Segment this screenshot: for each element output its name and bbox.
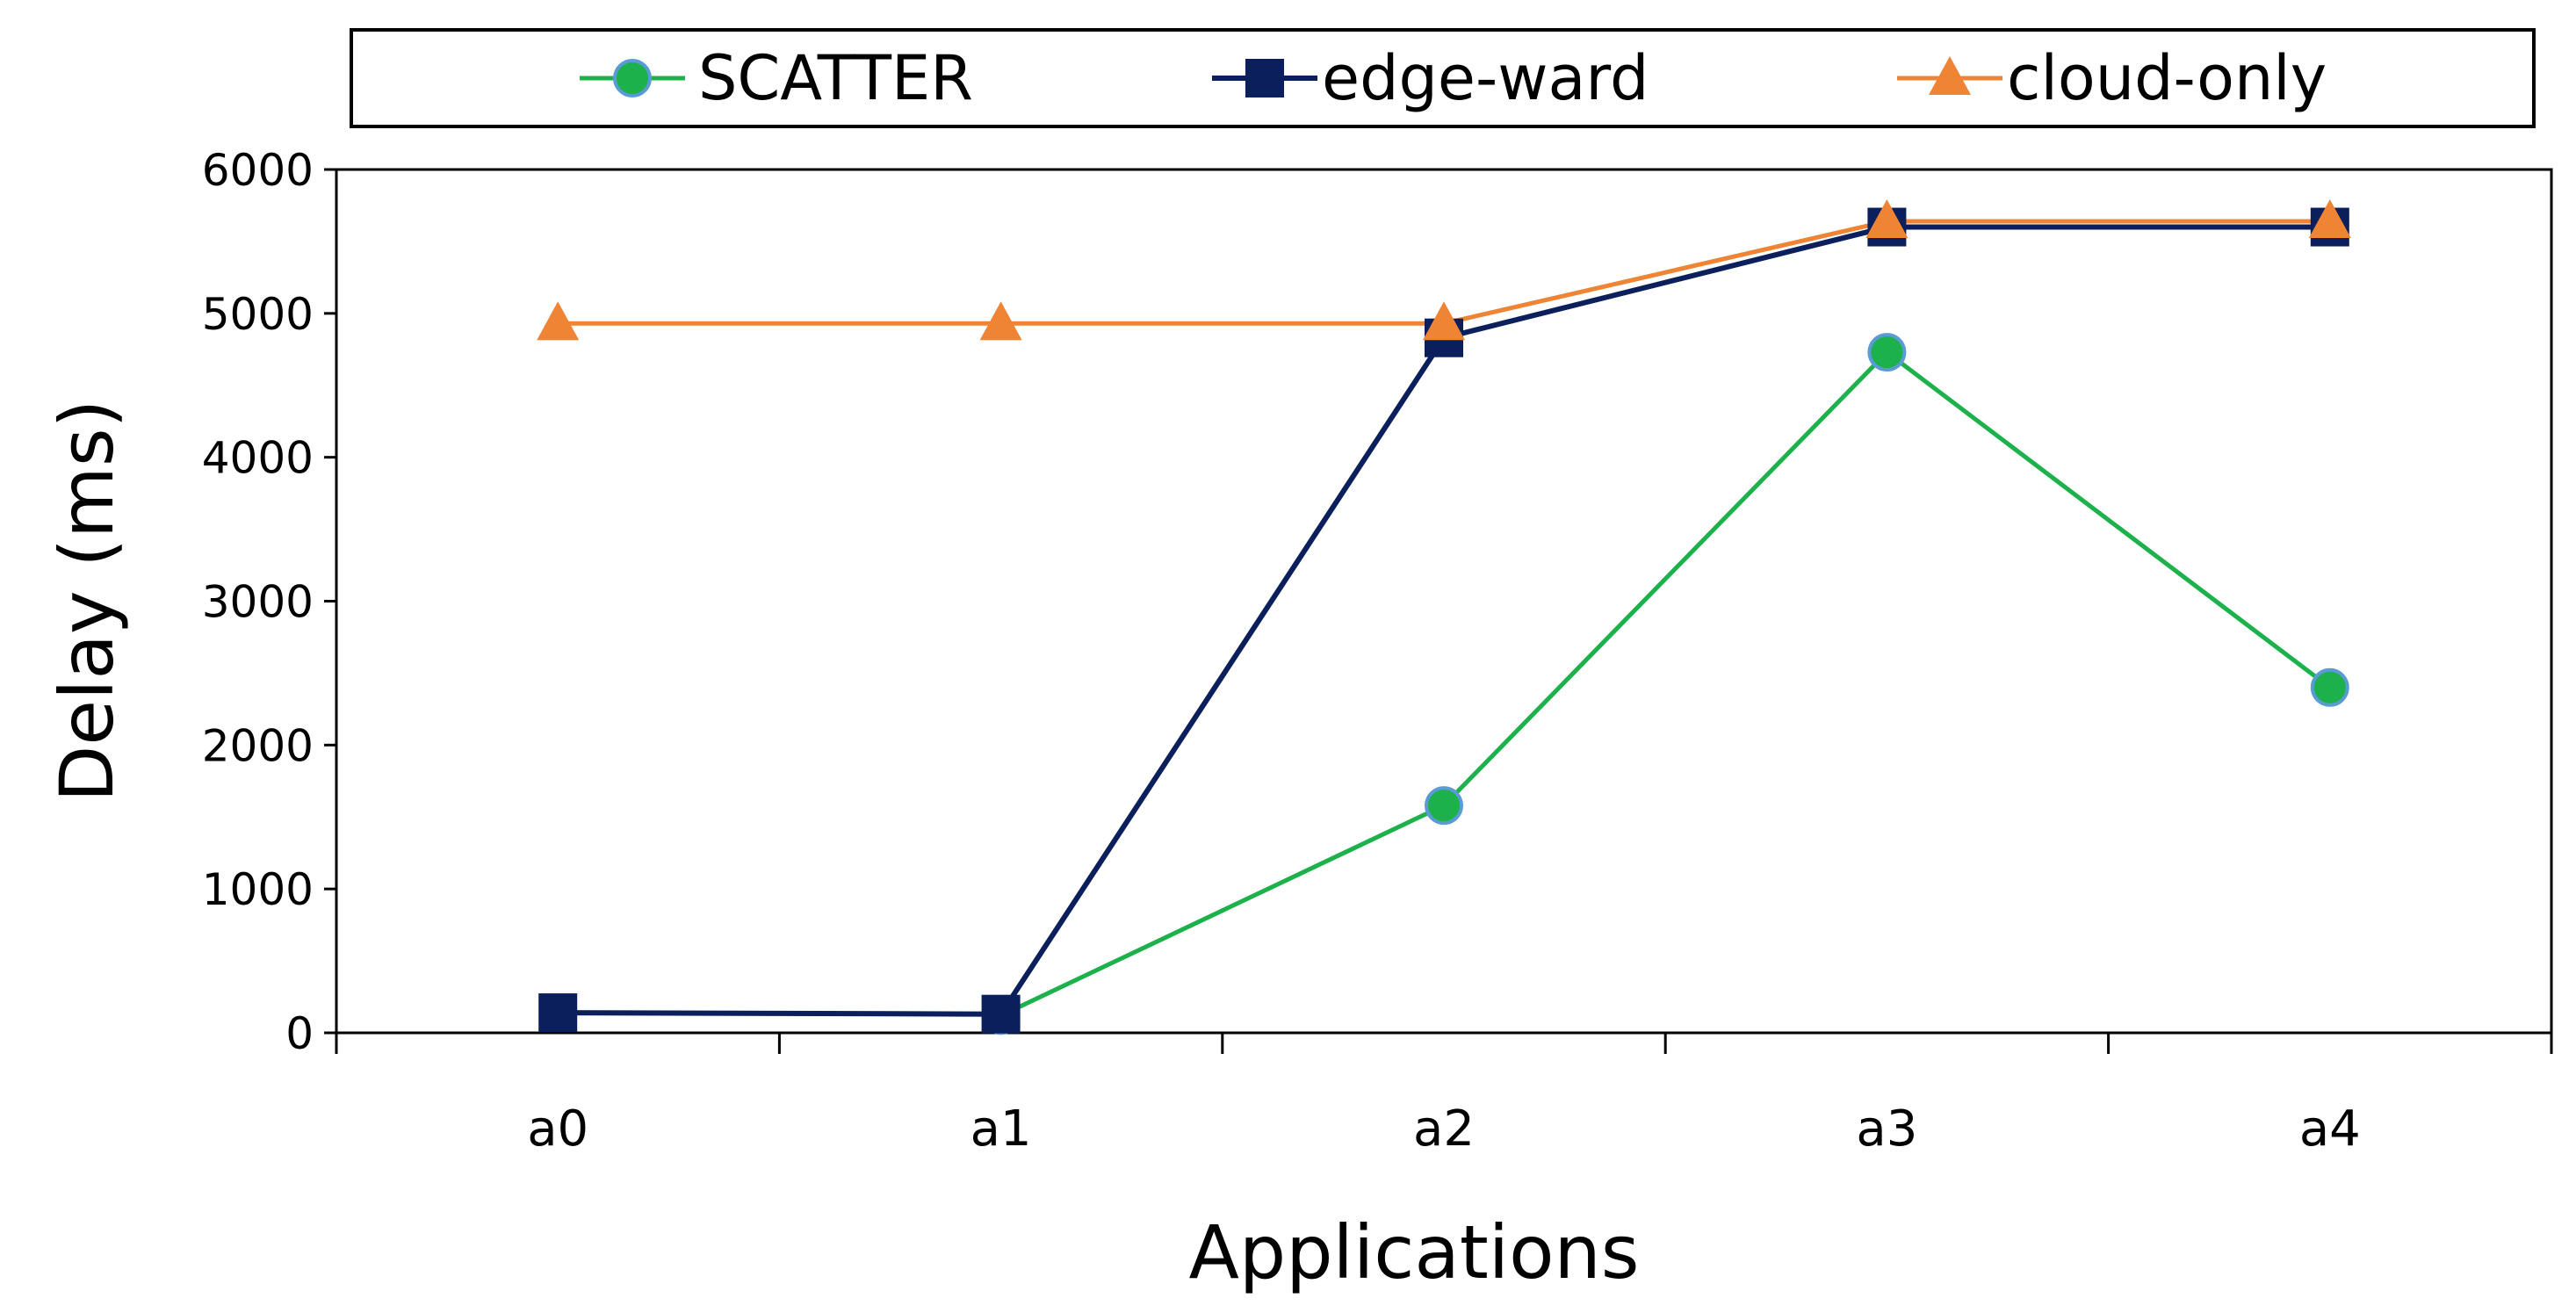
legend-item-scatter: SCATTER xyxy=(580,42,973,114)
data-point-scatter xyxy=(2310,667,2349,707)
series-layer xyxy=(537,198,2351,1035)
data-point-scatter xyxy=(1425,786,1463,826)
legend-item-edge-ward: edge-ward xyxy=(1212,42,1649,114)
legend-frame xyxy=(350,28,2536,128)
legend-marker-scatter xyxy=(613,59,652,97)
legend-label-edge-ward: edge-ward xyxy=(1322,42,1649,114)
data-point-edge-ward xyxy=(538,993,578,1033)
legend-label-scatter: SCATTER xyxy=(698,42,973,114)
x-tick-label: a1 xyxy=(971,1100,1032,1158)
data-point-scatter xyxy=(1867,333,1907,372)
x-axis: a0 a1 a2 a3 a4 xyxy=(335,1033,2553,1158)
x-axis-title: Applications xyxy=(1188,1209,1639,1295)
y-tick-label: 5000 xyxy=(202,289,314,340)
x-tick-label: a4 xyxy=(2299,1100,2361,1158)
x-tick-label: a3 xyxy=(1856,1100,1917,1158)
data-point-cloud-only xyxy=(1423,301,1465,341)
legend-label-cloud-only: cloud-only xyxy=(2007,42,2327,114)
y-tick-label: 4000 xyxy=(202,433,314,484)
legend-item-cloud-only: cloud-only xyxy=(1897,42,2327,114)
data-point-cloud-only xyxy=(979,301,1022,341)
y-tick-label: 0 xyxy=(285,1008,314,1059)
legend-marker-edge-ward xyxy=(1245,59,1284,97)
y-tick-label: 1000 xyxy=(202,864,314,915)
series-line-scatter xyxy=(999,350,2332,1018)
data-point-cloud-only xyxy=(1865,198,1909,238)
data-point-cloud-only xyxy=(2308,198,2351,238)
data-point-cloud-only xyxy=(537,301,580,341)
y-tick-label: 2000 xyxy=(202,720,314,771)
x-tick-label: a0 xyxy=(527,1100,588,1158)
x-tick-label: a2 xyxy=(1413,1100,1475,1158)
y-tick-label: 3000 xyxy=(202,577,314,628)
legend-marker-cloud-only xyxy=(1929,56,1971,95)
y-axis: 0 1000 2000 3000 4000 5000 6000 xyxy=(202,145,336,1059)
y-tick-label: 6000 xyxy=(202,145,314,196)
legend: SCATTER edge-ward cloud-only xyxy=(350,28,2536,128)
y-axis-title: Delay (ms) xyxy=(44,400,130,803)
data-point-edge-ward xyxy=(981,994,1021,1034)
